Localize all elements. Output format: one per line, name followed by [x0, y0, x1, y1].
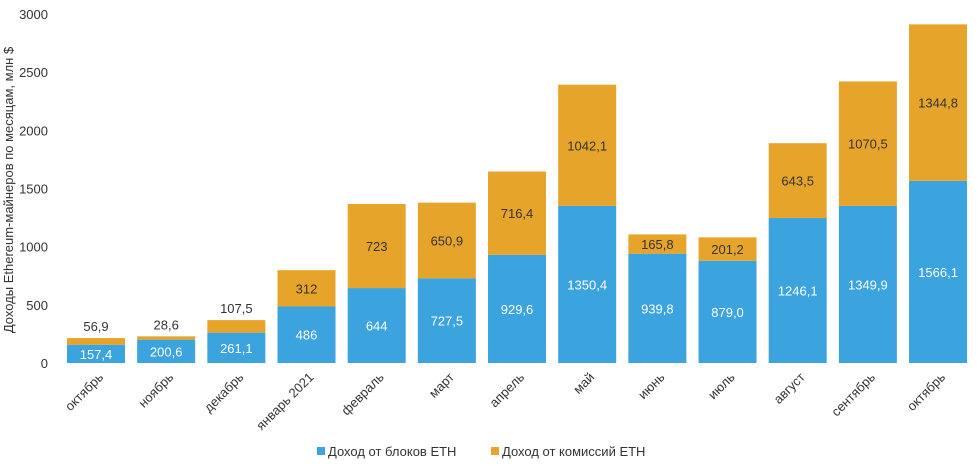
bar-fees — [67, 338, 125, 345]
bar-fees — [207, 320, 266, 333]
x-tick-label: июль — [705, 369, 738, 402]
bar-fees — [558, 84, 617, 206]
bar-fees — [347, 203, 406, 289]
y-tick-label: 1000 — [19, 240, 48, 255]
data-label-blocks: 200,6 — [150, 344, 183, 359]
bar-blocks — [558, 205, 617, 363]
y-tick-label: 1500 — [19, 182, 48, 197]
legend-label-fees: Доход от комиссий ETH — [502, 444, 645, 459]
bar-blocks — [698, 260, 757, 363]
bar-fees — [628, 234, 687, 254]
bar-fees — [277, 270, 336, 307]
data-label-fees: 723 — [366, 239, 388, 254]
bar-blocks — [768, 218, 827, 363]
data-label-blocks: 1349,9 — [848, 277, 888, 292]
data-label-fees: 312 — [296, 281, 318, 296]
x-tick-label: ноябрь — [135, 369, 176, 410]
data-label-fees: 201,2 — [711, 242, 744, 257]
y-tick-label: 2500 — [19, 65, 48, 80]
legend: Доход от блоков ETH Доход от комиссий ET… — [317, 444, 645, 459]
bar-fees — [698, 237, 757, 261]
data-label-blocks: 1566,1 — [918, 265, 958, 280]
bar-fees — [838, 81, 897, 206]
data-label-fees: 650,9 — [431, 234, 464, 249]
data-label-blocks: 939,8 — [641, 301, 674, 316]
x-tick-label: апрель — [486, 369, 527, 410]
bar-blocks — [909, 180, 968, 363]
legend-swatch-fees — [491, 447, 499, 455]
data-label-fees: 56,9 — [83, 319, 108, 334]
y-tick-label: 0 — [41, 356, 48, 371]
x-tick-label: март — [426, 369, 457, 400]
data-label-fees: 716,4 — [501, 206, 534, 221]
data-label-blocks: 486 — [296, 328, 318, 343]
data-label-blocks: 929,6 — [501, 302, 534, 317]
data-label-fees: 1070,5 — [848, 137, 888, 152]
data-label-blocks: 1350,4 — [567, 277, 607, 292]
x-tick-label: февраль — [338, 369, 387, 418]
y-tick-label: 2000 — [19, 123, 48, 138]
bar-fees — [768, 143, 827, 219]
data-label-blocks: 879,0 — [711, 305, 744, 320]
x-tick-label: октябрь — [62, 369, 106, 413]
x-tick-label: декабрь — [201, 369, 247, 415]
y-tick-label: 3000 — [19, 7, 48, 22]
legend-label-blocks: Доход от блоков ETH — [328, 444, 456, 459]
y-axis-label: Доходы Ethereum-майнеров по месяцам, млн… — [1, 46, 16, 333]
bar-blocks — [277, 306, 336, 363]
bar-blocks — [67, 344, 125, 363]
data-label-fees: 643,5 — [781, 174, 814, 189]
x-tick-label: май — [570, 370, 597, 397]
data-label-fees: 1344,8 — [918, 96, 958, 111]
data-label-blocks: 1246,1 — [778, 284, 818, 299]
x-tick-label: октябрь — [904, 369, 948, 413]
bar-blocks — [137, 339, 196, 363]
bar-blocks — [207, 332, 266, 363]
data-label-blocks: 157,4 — [80, 347, 113, 362]
data-label-fees: 1042,1 — [567, 138, 607, 153]
data-label-blocks: 727,5 — [431, 314, 464, 329]
bar-blocks — [417, 278, 476, 363]
data-label-fees: 107,5 — [220, 301, 253, 316]
bar-fees — [137, 336, 196, 340]
x-tick-label: сентябрь — [828, 369, 878, 419]
x-tick-label: июнь — [635, 369, 668, 402]
bar-fees — [488, 171, 547, 255]
y-tick-label: 500 — [26, 298, 48, 313]
x-tick-label: август — [771, 369, 808, 406]
bar-fees — [417, 202, 476, 279]
data-label-blocks: 644 — [366, 319, 388, 334]
x-tick-label: январь 2021 — [253, 370, 316, 433]
bar-fees — [909, 24, 968, 181]
data-label-blocks: 261,1 — [220, 341, 253, 356]
bar-blocks — [838, 205, 897, 363]
data-label-fees: 28,6 — [154, 317, 179, 332]
bar-blocks — [347, 288, 406, 363]
bar-blocks — [628, 253, 687, 363]
bar-blocks — [488, 254, 547, 363]
data-label-fees: 165,8 — [641, 237, 674, 252]
legend-swatch-blocks — [317, 447, 325, 455]
